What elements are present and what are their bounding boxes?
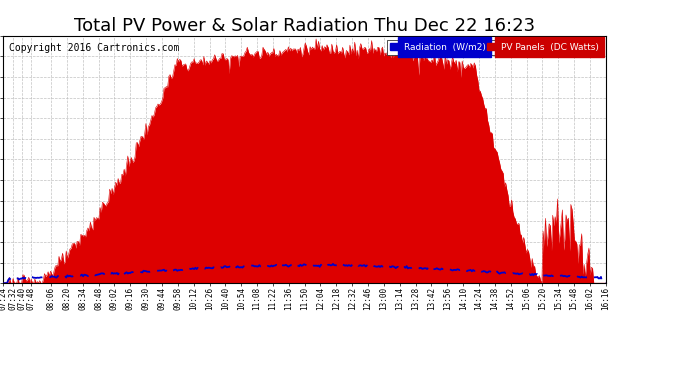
Legend: Radiation  (W/m2), PV Panels  (DC Watts): Radiation (W/m2), PV Panels (DC Watts) bbox=[387, 40, 601, 54]
Title: Total PV Power & Solar Radiation Thu Dec 22 16:23: Total PV Power & Solar Radiation Thu Dec… bbox=[74, 18, 535, 36]
Text: Copyright 2016 Cartronics.com: Copyright 2016 Cartronics.com bbox=[10, 43, 180, 53]
